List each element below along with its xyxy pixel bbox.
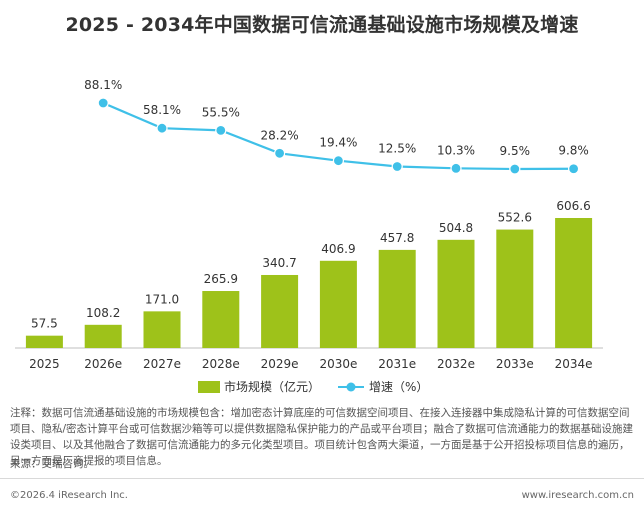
bar-value-label: 406.9 [321,242,355,256]
footnote: 注释：数据可信流通基础设施的市场规模包含：增加密态计算底座的可信数据空间项目、在… [10,407,634,467]
growth-point-2030e [332,155,344,167]
legend-line-label: 增速（%） [369,380,428,394]
bar-2034e [555,218,593,348]
x-tick-label: 2025 [29,357,60,371]
chart-title: 2025 - 2034年中国数据可信流通基础设施市场规模及增速 [65,14,579,36]
growth-value-label: 9.5% [500,144,531,158]
legend-bar-label: 市场规模（亿元） [224,379,320,394]
growth-point-2033e [509,163,521,175]
bar-value-label: 340.7 [262,256,296,270]
growth-point-2026e [97,97,109,109]
growth-point-2034e [567,163,580,175]
bar-2033e [496,229,534,348]
x-tick-label: 2026e [84,357,122,371]
bar-value-label: 171.0 [145,292,179,306]
growth-line-layer: 88.1% 58.1% 55.5% 28.2% 19.4% 12.5% 10.3% 9.5% 9… [84,78,589,175]
bar-value-label: 457.8 [380,231,414,245]
bars-layer: 57.5 108.2 171.0 265.9 340.7 406.9 457.8 504.8 5… [25,199,593,348]
bar-2028e [202,291,240,348]
growth-value-label: 88.1% [84,78,122,92]
legend: 市场规模（亿元） 增速（%） [198,379,428,394]
bar-2025 [25,335,63,348]
bar-value-label: 265.9 [204,272,238,286]
bar-value-label: 504.8 [439,221,473,235]
bar-value-label: 57.5 [31,317,58,331]
growth-point-2027e [156,122,168,134]
growth-value-label: 10.3% [437,143,475,157]
x-tick-label: 2027e [143,357,181,371]
chart-canvas: 2025 2026e 2027e 2028e 2029e 2030e 2031e 2032e 2… [15,78,603,394]
x-tick-label: 2028e [202,357,240,371]
growth-point-2032e [450,162,462,174]
growth-value-label: 9.8% [558,144,589,158]
bar-2030e [319,260,357,348]
growth-value-label: 12.5% [378,141,416,155]
growth-point-2031e [391,160,403,173]
x-tick-label: 2031e [378,357,416,371]
x-tick-label: 2032e [437,357,475,371]
website-link: www.iresearch.com.cn [521,490,634,501]
x-tick-label: 2030e [319,357,357,371]
source-note: 来源：艾瑞咨询。 [10,458,94,470]
legend-bar-swatch [198,381,220,393]
growth-value-label: 55.5% [202,105,240,119]
bar-2029e [261,274,299,348]
bar-2027e [143,311,181,348]
x-tick-label: 2033e [496,357,534,371]
bar-value-label: 552.6 [498,211,532,225]
growth-value-label: 28.2% [261,128,299,142]
growth-point-2029e [274,147,286,159]
footer-divider [0,478,644,479]
growth-value-label: 19.4% [319,136,357,150]
bar-2026e [84,324,122,348]
bar-value-label: 108.2 [86,306,120,320]
x-tick-label: 2029e [261,357,299,371]
bar-2031e [378,249,416,348]
bar-2032e [437,239,475,348]
legend-line-marker [346,382,356,392]
axis-layer: 2025 2026e 2027e 2028e 2029e 2030e 2031e 2032e 2… [15,347,603,371]
bar-value-label: 606.6 [556,199,590,213]
copyright: ©2026.4 iResearch Inc. [10,490,128,501]
growth-value-label: 58.1% [143,103,181,117]
x-tick-label: 2034e [555,357,593,371]
growth-point-2028e [215,124,227,136]
